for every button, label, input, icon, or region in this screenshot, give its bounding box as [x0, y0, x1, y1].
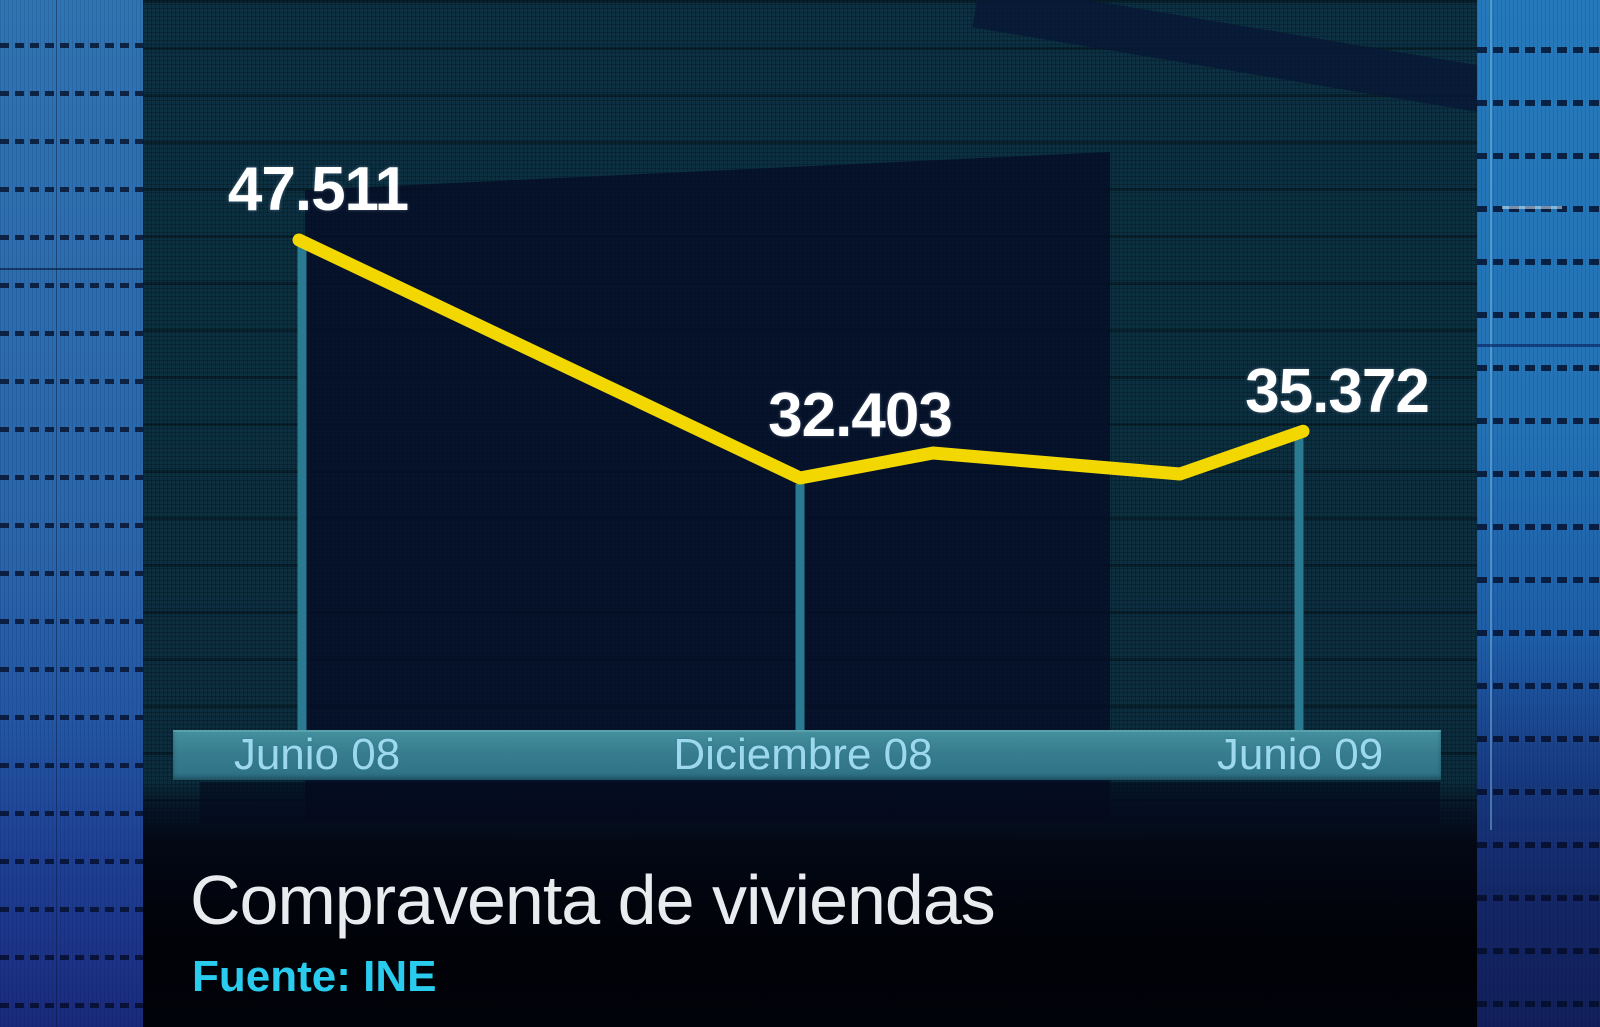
right-band-dashed-rows: [1477, 0, 1600, 1027]
left-band-line: [0, 268, 143, 270]
right-blue-band: [1477, 0, 1600, 1027]
value-label-junio08: 47.511: [227, 155, 409, 224]
left-band-dashed-rows: [0, 0, 143, 1027]
plot-backdrop-rectangle: [305, 152, 1110, 820]
axis-label-diciembre08: Diciembre 08: [673, 730, 933, 779]
chart-title: Compraventa de viviendas: [190, 861, 996, 939]
data-point-stems: [297, 246, 1304, 731]
axis-label-junio09: Junio 09: [1216, 730, 1384, 779]
caption-background: [143, 780, 1477, 1027]
x-axis-band: Junio 08 Diciembre 08 Junio 09: [173, 730, 1441, 780]
right-band-light-line: [1490, 0, 1492, 830]
value-label-junio09: 35.372: [1245, 357, 1430, 426]
right-band-navy-line: [1477, 344, 1600, 347]
value-label-diciembre08: 32.403: [768, 381, 953, 450]
trend-line: [292, 233, 1310, 485]
left-band-vertical-dash: [56, 0, 57, 1027]
source-label: Fuente: INE: [192, 952, 437, 1001]
right-band-light-dash: [1502, 206, 1562, 209]
left-blue-band: [0, 0, 143, 1027]
axis-label-junio08: Junio 08: [233, 730, 401, 779]
